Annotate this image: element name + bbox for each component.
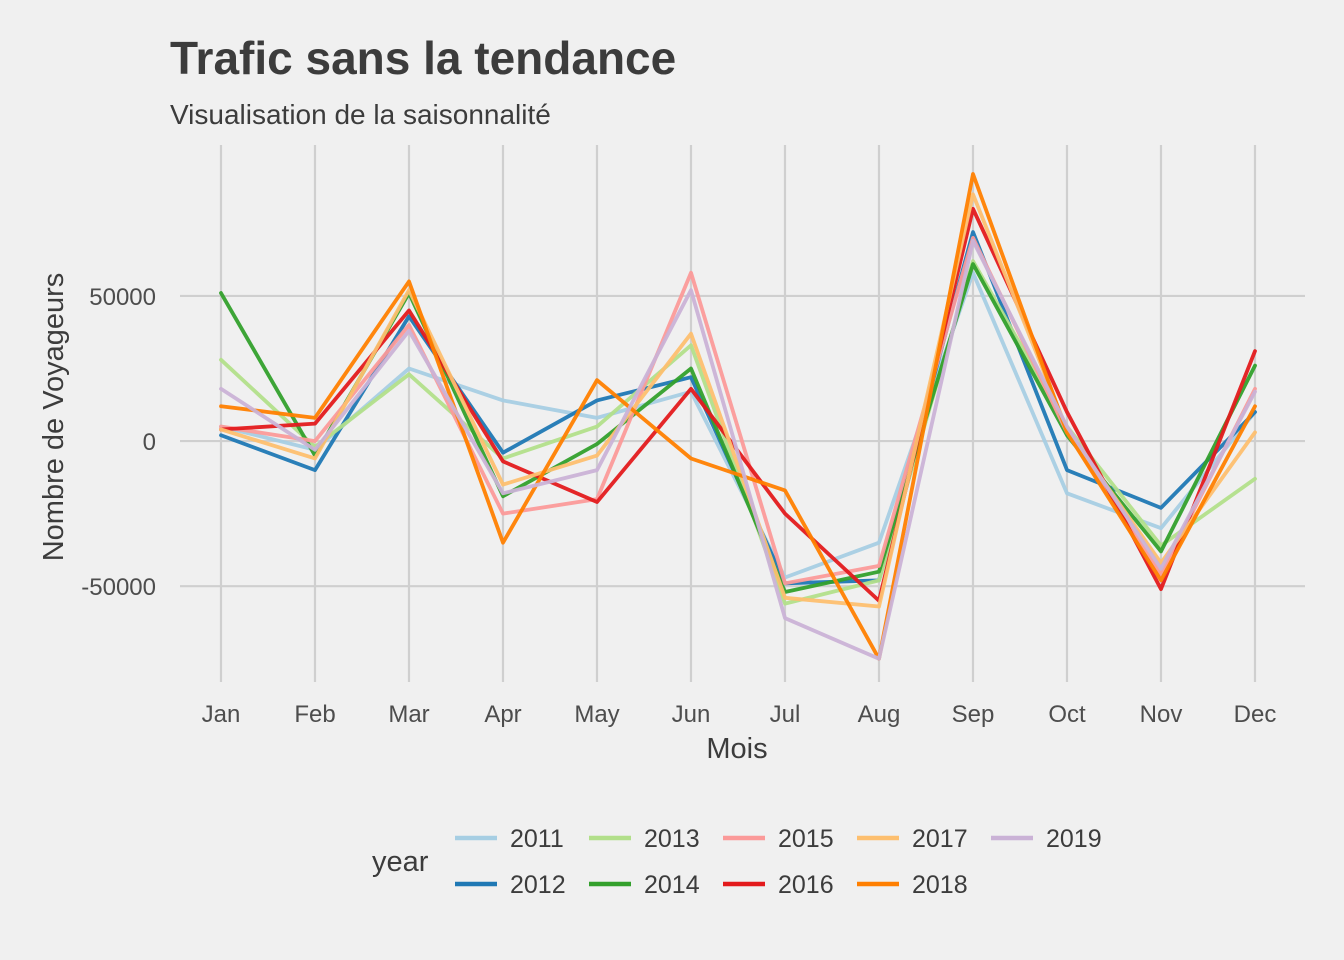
legend-item-2019[interactable]: 2019 <box>991 825 1102 853</box>
legend-label-2018: 2018 <box>912 871 968 899</box>
legend-label-2016: 2016 <box>778 871 834 899</box>
series-lines <box>219 172 1257 661</box>
legend-item-2016[interactable]: 2016 <box>723 871 834 899</box>
x-tick-label: Jul <box>770 701 801 728</box>
x-axis-ticks: Jan Feb Mar Apr May Jun Jul Aug Sep Oct Nov Dec <box>202 701 1277 728</box>
x-tick-label: Sep <box>952 701 995 728</box>
x-tick-label: Nov <box>1140 701 1183 728</box>
series-line-2015 <box>219 235 1257 586</box>
legend-item-2014[interactable]: 2014 <box>589 871 700 899</box>
y-tick-label: 0 <box>143 429 156 456</box>
chart-subtitle: Visualisation de la saisonnalité <box>170 99 551 130</box>
legend[interactable]: 2011 2012 2013 2014 2015 2016 2017 2018 2019 <box>455 825 1102 899</box>
legend-label-2012: 2012 <box>510 871 566 899</box>
series-line-2016 <box>219 206 1257 603</box>
x-tick-label: Feb <box>294 701 335 728</box>
y-tick-label: -50000 <box>81 574 156 601</box>
legend-label-2015: 2015 <box>778 825 834 853</box>
legend-item-2012[interactable]: 2012 <box>455 871 566 899</box>
x-tick-label: Aug <box>858 701 901 728</box>
x-axis-title: Mois <box>706 733 767 765</box>
legend-title: year <box>372 846 429 878</box>
y-axis-ticks: -50000 0 50000 <box>81 284 156 601</box>
x-tick-label: Mar <box>388 701 429 728</box>
chart-title: Trafic sans la tendance <box>170 32 676 84</box>
legend-item-2013[interactable]: 2013 <box>589 825 700 853</box>
legend-label-2017: 2017 <box>912 825 968 853</box>
series-line-2018 <box>219 172 1257 661</box>
legend-item-2017[interactable]: 2017 <box>857 825 968 853</box>
x-tick-label: May <box>574 701 619 728</box>
x-tick-label: Dec <box>1234 701 1277 728</box>
x-tick-label: Jan <box>202 701 241 728</box>
y-tick-label: 50000 <box>89 284 156 311</box>
legend-label-2011: 2011 <box>510 825 564 853</box>
x-tick-label: Apr <box>484 701 521 728</box>
series-line-2012 <box>219 230 1257 586</box>
legend-item-2015[interactable]: 2015 <box>723 825 834 853</box>
legend-label-2014: 2014 <box>644 871 700 899</box>
legend-label-2019: 2019 <box>1046 825 1102 853</box>
legend-item-2018[interactable]: 2018 <box>857 871 968 899</box>
y-axis-title: Nombre de Voyageurs <box>38 273 70 562</box>
legend-item-2011[interactable]: 2011 <box>455 825 564 853</box>
series-line-2019 <box>219 238 1257 661</box>
x-tick-label: Oct <box>1048 701 1086 728</box>
x-tick-label: Jun <box>672 701 711 728</box>
legend-label-2013: 2013 <box>644 825 700 853</box>
